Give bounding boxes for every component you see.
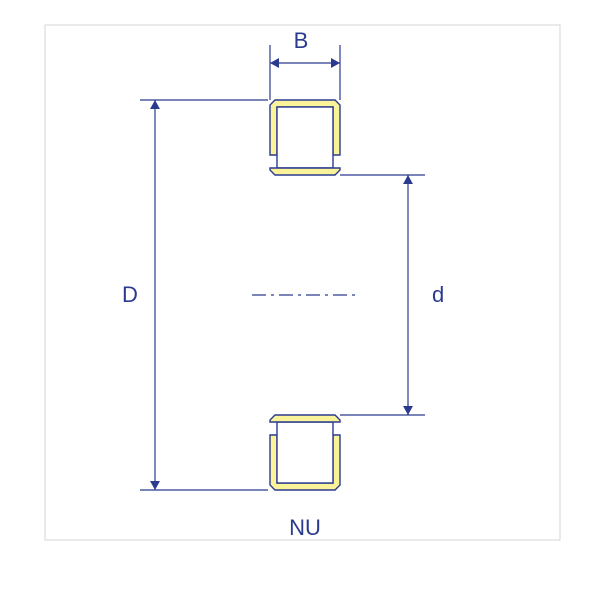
label-d: d	[432, 282, 444, 307]
label-type: NU	[289, 515, 321, 540]
inner-ring-top	[270, 168, 340, 175]
bearing-diagram: B Dd NU	[0, 0, 600, 600]
label-B: B	[294, 28, 309, 53]
roller-top	[277, 107, 333, 168]
diagram-svg: B Dd NU	[0, 0, 600, 600]
inner-ring-bottom	[270, 415, 340, 422]
label-D: D	[122, 282, 138, 307]
roller-bottom	[277, 422, 333, 483]
